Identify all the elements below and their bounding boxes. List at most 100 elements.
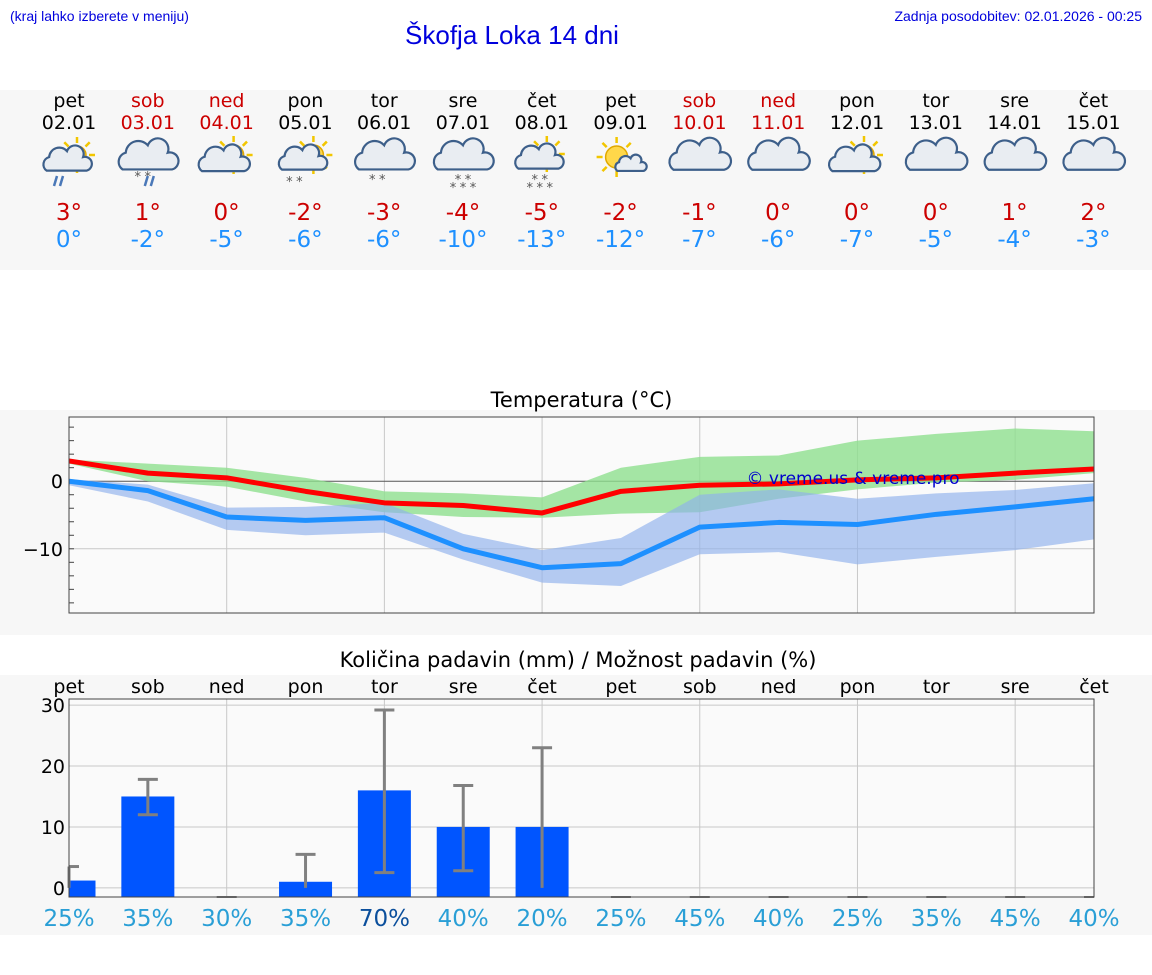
- location-menu-hint: (kraj lahko izberete v meniju): [10, 8, 189, 24]
- sun-ray: [554, 140, 561, 147]
- x-category-label: ned: [209, 676, 245, 698]
- max-temperature: 0°: [214, 200, 240, 226]
- min-temperature: -6°: [367, 227, 401, 253]
- precipitation-probability: 35%: [122, 906, 173, 932]
- snowflake: *: [369, 173, 376, 188]
- max-temperature: 2°: [1080, 200, 1106, 226]
- x-category-label: ned: [761, 676, 797, 698]
- day-date: 04.01: [199, 112, 253, 134]
- day-date: 13.01: [909, 112, 963, 134]
- max-temperature: -5°: [525, 200, 559, 226]
- cloud-shape: [904, 136, 969, 171]
- x-category-label: sre: [1001, 676, 1030, 698]
- x-category-label: pon: [288, 676, 324, 698]
- x-category-label: sob: [131, 676, 165, 698]
- cloud-icon: [983, 136, 1048, 171]
- min-temperature-line: [68, 478, 1095, 571]
- precipitation-probability: 25%: [595, 906, 646, 932]
- day-of-week: sob: [683, 90, 717, 112]
- day-of-week: pet: [53, 90, 84, 112]
- snowflake: *: [527, 181, 534, 196]
- cloud-shape: [747, 136, 811, 171]
- x-category-label: pon: [840, 676, 876, 698]
- y-tick-label: 10: [41, 817, 65, 839]
- rain-drop: [58, 175, 65, 187]
- cloud-shape: [514, 142, 565, 170]
- cloud-icon: [668, 136, 733, 171]
- sun-cloud-rain-icon: [42, 137, 95, 187]
- rain-drop: [52, 175, 59, 187]
- max-temperature: 1°: [135, 200, 161, 226]
- cloud-icon: [747, 136, 811, 171]
- sun-ray: [63, 141, 70, 148]
- min-temperature: -5°: [919, 227, 953, 253]
- day-date: 08.01: [515, 112, 569, 134]
- snowflake: *: [379, 173, 386, 188]
- precipitation-probability: 35%: [280, 906, 331, 932]
- max-temperature: -1°: [682, 200, 716, 226]
- x-category-label: sob: [683, 676, 717, 698]
- min-temperature: -13°: [517, 227, 566, 253]
- precipitation-probability: 70%: [359, 906, 410, 932]
- sun-ray: [321, 140, 328, 147]
- sun-ray: [601, 166, 608, 173]
- snowflake: *: [296, 175, 303, 190]
- temperature-chart-title: Temperatura (°C): [490, 388, 673, 412]
- cloud-heavy-snow-icon: * * ** *: [432, 137, 495, 196]
- min-temperature: -2°: [131, 227, 165, 253]
- plot-frame: [68, 698, 1095, 898]
- page-title: Škofja Loka 14 dni: [405, 20, 619, 50]
- snowflake: *: [537, 181, 544, 196]
- cloud-shape: [277, 143, 329, 171]
- max-temperature: 3°: [56, 200, 82, 226]
- precipitation-probability: 25%: [832, 906, 883, 932]
- snowflake: *: [286, 175, 293, 190]
- precipitation-probability: 25%: [43, 906, 94, 932]
- temperature-chart: Temperatura (°C) 0 −10 © vreme.us & vreme.p…: [23, 388, 1095, 614]
- precipitation-probability: 45%: [674, 906, 725, 932]
- y-tick-label: 0: [51, 471, 63, 493]
- day-date: 06.01: [357, 112, 411, 134]
- day-of-week: pon: [288, 90, 324, 112]
- day-of-week: ned: [209, 90, 245, 112]
- day-of-week: tor: [371, 90, 398, 112]
- snowflake: *: [460, 181, 467, 196]
- max-temperature: -2°: [288, 200, 322, 226]
- y-tick-label: 20: [41, 756, 65, 778]
- sun-cloud-heavy-snow-icon: * * ** *: [514, 136, 565, 196]
- cloud-sleet-icon: **: [117, 137, 180, 187]
- y-tick-label: 0: [53, 878, 65, 900]
- snowflake: *: [470, 181, 477, 196]
- x-category-label: tor: [923, 676, 950, 698]
- sun-ray: [241, 140, 248, 147]
- precipitation-bar: [69, 880, 96, 897]
- snowflake: *: [542, 173, 549, 188]
- min-temperature: -5°: [209, 227, 243, 253]
- day-date: 02.01: [42, 112, 96, 134]
- day-date: 09.01: [593, 112, 647, 134]
- cloud-shape: [1062, 136, 1127, 171]
- day-of-week: sre: [449, 90, 478, 112]
- day-date: 15.01: [1066, 112, 1120, 134]
- sun-ray: [872, 140, 879, 147]
- max-temperature: 0°: [923, 200, 949, 226]
- day-of-week: čet: [527, 90, 557, 112]
- plot-area: [69, 699, 1094, 897]
- daily-forecast: pet02.013°0°sob03.01**1°-2°ned04.010°-5°…: [42, 90, 1127, 253]
- y-tick-label: −10: [23, 539, 63, 561]
- cloud-shape: [197, 143, 251, 173]
- snowflake: *: [547, 181, 554, 196]
- cloud-shape: [354, 137, 417, 171]
- day-date: 10.01: [672, 112, 726, 134]
- precipitation-probability: 20%: [517, 906, 568, 932]
- rain-drop: [149, 175, 155, 187]
- sun-ray: [84, 141, 91, 148]
- rain-drop: [143, 175, 149, 187]
- precipitation-probability: 40%: [438, 906, 489, 932]
- precipitation-chart: Količina padavin (mm) / Možnost padavin …: [41, 648, 1120, 932]
- min-temperature: -12°: [596, 227, 645, 253]
- day-date: 07.01: [436, 112, 490, 134]
- max-temperature: 0°: [844, 200, 870, 226]
- snowflake: *: [465, 173, 472, 188]
- min-temperature: -7°: [682, 227, 716, 253]
